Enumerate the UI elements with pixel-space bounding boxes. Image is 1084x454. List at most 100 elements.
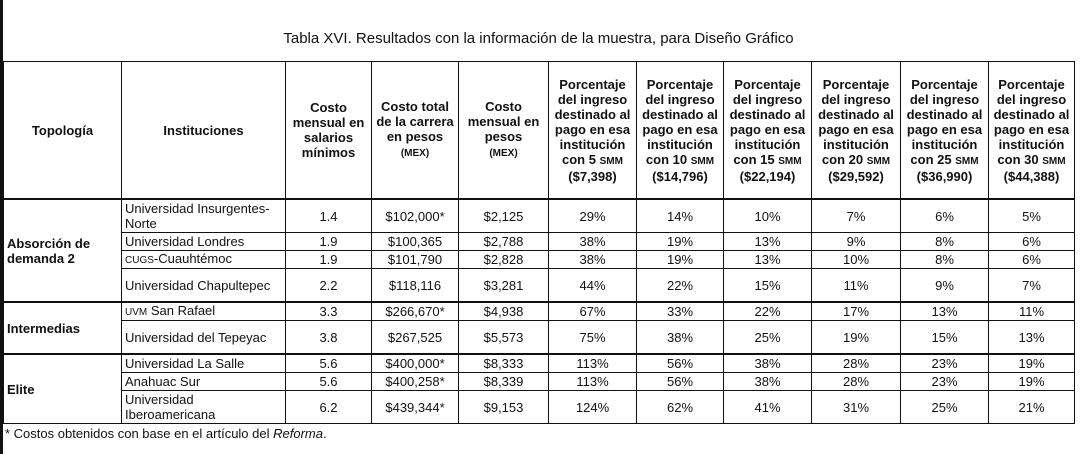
pct-cell: 33% — [636, 301, 724, 321]
pct-cell: 28% — [811, 353, 901, 373]
pct-cell: 21% — [988, 390, 1075, 424]
smm-cell: 1.4 — [285, 198, 372, 233]
monthly-cost-cell: $3,281 — [458, 268, 549, 303]
header-pct-10-smm: Porcentaje del ingreso destinado al pago… — [636, 61, 724, 200]
total-cost-cell: $400,258* — [371, 372, 459, 391]
pct-cell: 19% — [988, 353, 1075, 373]
smm-cell: 2.2 — [285, 268, 372, 303]
pct-cell: 9% — [811, 232, 901, 251]
pct-cell: 14% — [636, 198, 724, 233]
pct-cell: 31% — [811, 390, 901, 424]
pct-cell: 62% — [636, 390, 724, 424]
header-pct-25-smm: Porcentaje del ingreso destinado al pago… — [900, 61, 989, 200]
pct-cell: 25% — [900, 390, 989, 424]
pct-cell: 13% — [988, 320, 1075, 355]
pct-cell: 6% — [900, 198, 989, 233]
monthly-cost-cell: $5,573 — [458, 320, 549, 355]
pct-cell: 15% — [900, 320, 989, 355]
table-title: Tabla XVI. Resultados con la información… — [283, 30, 794, 47]
header-smm: Costo mensual en salarios mínimos — [285, 61, 372, 200]
pct-cell: 25% — [723, 320, 812, 355]
pct-cell: 10% — [811, 250, 901, 269]
pct-cell: 38% — [636, 320, 724, 355]
institution-cell: Universidad Iberoamericana — [121, 390, 286, 424]
pct-cell: 38% — [548, 250, 637, 269]
total-cost-cell: $100,365 — [371, 232, 459, 251]
pct-cell: 23% — [900, 372, 989, 391]
total-cost-cell: $400,000* — [371, 353, 459, 373]
pct-cell: 22% — [723, 301, 812, 321]
institution-cell: UVM San Rafael — [121, 301, 286, 321]
pct-cell: 56% — [636, 372, 724, 391]
table-row: Universidad Londres 1.9 $100,365 $2,788 38% 1… — [4, 232, 1075, 251]
pct-cell: 113% — [548, 353, 637, 373]
pct-cell: 28% — [811, 372, 901, 391]
pct-cell: 13% — [723, 250, 812, 269]
pct-cell: 19% — [636, 232, 724, 251]
pct-cell: 113% — [548, 372, 637, 391]
header-total: Costo total de la carrera en pesos (MEX) — [371, 61, 459, 200]
results-table: Topología Instituciones Costo mensual en… — [3, 61, 1075, 424]
header-pct-5-smm: Porcentaje del ingreso destinado al pago… — [548, 61, 637, 200]
pct-cell: 19% — [636, 250, 724, 269]
table-row: Universidad Chapultepec 2.2 $118,116 $3,281… — [4, 268, 1075, 303]
institution-cell: Universidad Insurgentes-Norte — [121, 198, 286, 233]
smm-cell: 3.8 — [285, 320, 372, 355]
header-mensual: Costo mensual en pesos (MEX) — [458, 61, 549, 200]
pct-cell: 75% — [548, 320, 637, 355]
total-cost-cell: $101,790 — [371, 250, 459, 269]
pct-cell: 15% — [723, 268, 812, 303]
smm-cell: 6.2 — [285, 390, 372, 424]
pct-cell: 38% — [723, 372, 812, 391]
table-row: Intermedias UVM San Rafael 3.3 $266,670* $4,… — [3, 301, 1075, 355]
table-row: Universidad del Tepeyac 3.8 $267,525 $5,573… — [4, 320, 1075, 355]
total-cost-cell: $102,000* — [371, 198, 459, 233]
monthly-cost-cell: $8,339 — [458, 372, 549, 391]
total-cost-cell: $118,116 — [371, 268, 459, 303]
pct-cell: 6% — [988, 250, 1075, 269]
smm-cell: 1.9 — [285, 232, 372, 251]
pct-cell: 11% — [811, 268, 901, 303]
table-row: Anahuac Sur 5.6 $400,258* $8,339 113% 56% 38% 2… — [4, 372, 1075, 391]
header-instituciones: Instituciones — [121, 61, 286, 200]
topologia-cell: Elite — [3, 353, 122, 424]
table-row: Absorción de demanda 2 Universidad Insurg… — [3, 198, 1075, 303]
institution-cell: Universidad del Tepeyac — [121, 320, 286, 355]
pct-cell: 9% — [900, 268, 989, 303]
pct-cell: 22% — [636, 268, 724, 303]
monthly-cost-cell: $9,153 — [458, 390, 549, 424]
pct-cell: 56% — [636, 353, 724, 373]
institution-cell: Universidad Londres — [121, 232, 286, 251]
monthly-cost-cell: $2,125 — [458, 198, 549, 233]
pct-cell: 38% — [723, 353, 812, 373]
pct-cell: 7% — [811, 198, 901, 233]
total-cost-cell: $267,525 — [371, 320, 459, 355]
header-pct-30-smm: Porcentaje del ingreso destinado al pago… — [988, 61, 1075, 200]
pct-cell: 7% — [988, 268, 1075, 303]
pct-cell: 19% — [988, 372, 1075, 391]
pct-cell: 17% — [811, 301, 901, 321]
header-topologia: Topología — [3, 61, 122, 200]
pct-cell: 5% — [988, 198, 1075, 233]
pct-cell: 13% — [723, 232, 812, 251]
header-pct-15-smm: Porcentaje del ingreso destinado al pago… — [723, 61, 812, 200]
pct-cell: 124% — [548, 390, 637, 424]
institution-cell: Anahuac Sur — [121, 372, 286, 391]
smm-cell: 1.9 — [285, 250, 372, 269]
table-row: Elite Universidad La Salle 5.6 $400,000* $8,… — [3, 353, 1075, 424]
pct-cell: 8% — [900, 232, 989, 251]
footnote: * Costos obtenidos con base en el artícu… — [5, 426, 327, 441]
pct-cell: 44% — [548, 268, 637, 303]
total-cost-cell: $439,344* — [371, 390, 459, 424]
institution-cell: Universidad Chapultepec — [121, 268, 286, 303]
pct-cell: 23% — [900, 353, 989, 373]
pct-cell: 6% — [988, 232, 1075, 251]
total-cost-cell: $266,670* — [371, 301, 459, 321]
pct-cell: 29% — [548, 198, 637, 233]
monthly-cost-cell: $2,788 — [458, 232, 549, 251]
header-pct-20-smm: Porcentaje del ingreso destinado al pago… — [811, 61, 901, 200]
smm-cell: 5.6 — [285, 372, 372, 391]
institution-cell: CUGS-Cuauhtémoc — [121, 250, 286, 269]
smm-cell: 3.3 — [285, 301, 372, 321]
